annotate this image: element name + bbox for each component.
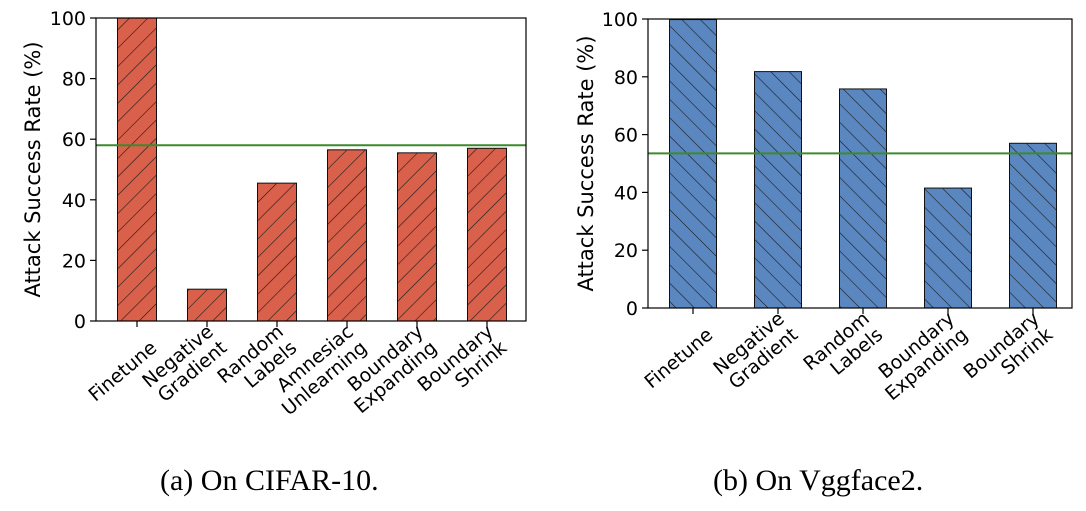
x-tick-label: BoundaryShrink	[413, 321, 511, 413]
y-tick-label: 0	[74, 311, 86, 333]
plot-frame	[95, 17, 527, 322]
bar-hatch	[1009, 142, 1057, 309]
y-axis-label: Attack Success Rate (%)	[21, 41, 45, 297]
bar-hatch	[467, 147, 507, 322]
y-tick-label: 40	[62, 190, 86, 212]
y-tick-label: 40	[614, 182, 638, 204]
x-tick-label-line: Finetune	[640, 324, 717, 393]
y-tick-label: 100	[50, 8, 86, 30]
caption-vggface2: (b) On Vggface2.	[713, 464, 924, 497]
bar-hatch	[924, 187, 972, 309]
y-tick-label: 100	[602, 9, 638, 31]
y-tick-label: 80	[614, 67, 638, 89]
x-tick-label: Finetune	[640, 324, 717, 393]
plot-frame	[647, 18, 1073, 309]
bar-hatch	[187, 288, 227, 322]
y-axis-label: Attack Success Rate (%)	[574, 35, 598, 291]
y-tick-label: 80	[62, 69, 86, 91]
y-tick-label: 20	[62, 250, 86, 272]
x-tick-label: RandomLabels	[799, 308, 887, 392]
x-tick-label: BoundaryExpanding	[868, 308, 973, 405]
bar-hatch	[669, 19, 717, 309]
y-tick-label: 60	[62, 129, 86, 151]
y-tick-label: 0	[626, 298, 638, 320]
bar-hatch	[257, 182, 297, 322]
bar-hatch	[397, 152, 437, 322]
bar-hatch	[839, 88, 887, 309]
y-tick-label: 60	[614, 125, 638, 147]
bar-hatch	[117, 17, 157, 322]
bar-hatch	[327, 149, 367, 322]
x-tick-label: NegativeGradient	[138, 321, 231, 409]
bar-hatch	[754, 71, 802, 309]
caption-cifar10: (a) On CIFAR-10.	[160, 464, 379, 497]
x-tick-label: NegativeGradient	[709, 308, 802, 396]
y-tick-label: 20	[614, 240, 638, 262]
x-tick-label: BoundaryShrink	[959, 308, 1057, 400]
